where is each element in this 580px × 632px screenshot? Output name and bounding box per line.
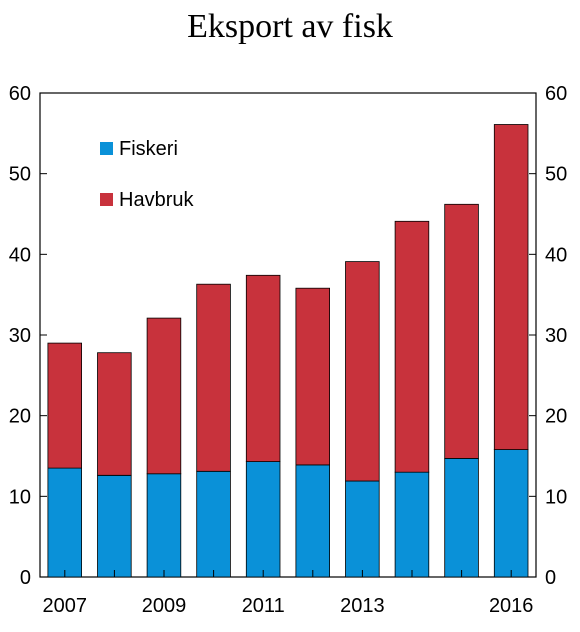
bar-fiskeri-2015	[444, 457, 479, 578]
bar-havbruk-2016	[493, 124, 529, 451]
bar-havbruk-2013	[345, 261, 380, 482]
y-tick-label-left-0: 0	[20, 567, 31, 589]
x-tick-label-2011: 2011	[242, 595, 285, 617]
x-tick-label-2007: 2007	[43, 595, 88, 617]
legend-swatch-havbruk	[100, 193, 113, 206]
x-tick-label-2013: 2013	[340, 595, 385, 617]
y-tick-label-right-20: 20	[545, 406, 567, 428]
bar-havbruk-2009	[146, 317, 182, 475]
bar-fiskeri-2010	[196, 470, 231, 578]
y-tick-label-right-60: 60	[545, 83, 567, 105]
y-tick-label-left-60: 60	[9, 83, 31, 105]
bar-havbruk-2015	[444, 203, 479, 459]
y-tick-label-left-30: 30	[9, 325, 31, 347]
y-tick-label-right-30: 30	[545, 325, 567, 347]
x-tick-label-2016: 2016	[489, 595, 534, 617]
x-tick-label-2009: 2009	[142, 595, 187, 617]
y-tick-label-right-50: 50	[545, 164, 567, 186]
bar-havbruk-2010	[196, 283, 231, 472]
y-tick-label-left-50: 50	[9, 164, 31, 186]
bar-havbruk-2014	[394, 220, 430, 473]
bar-havbruk-2008	[97, 352, 132, 476]
y-tick-label-left-10: 10	[9, 486, 31, 508]
y-tick-label-left-20: 20	[9, 406, 31, 428]
bar-havbruk-2012	[295, 287, 330, 466]
y-tick-label-right-0: 0	[545, 567, 556, 589]
bar-havbruk-2007	[47, 342, 83, 469]
bar-fiskeri-2013	[345, 480, 380, 578]
legend-label-fiskeri: Fiskeri	[119, 138, 178, 160]
bar-havbruk-2011	[245, 274, 281, 462]
bar-fiskeri-2012	[295, 464, 330, 578]
chart-title: Eksport av fisk	[187, 8, 393, 45]
y-tick-label-right-40: 40	[545, 244, 567, 266]
bar-fiskeri-2016	[493, 449, 529, 578]
bar-fiskeri-2007	[47, 467, 83, 578]
bar-fiskeri-2009	[146, 473, 182, 578]
bar-fiskeri-2011	[245, 461, 281, 578]
y-tick-label-right-10: 10	[545, 486, 567, 508]
legend-swatch-fiskeri	[100, 142, 113, 155]
bar-fiskeri-2008	[97, 474, 132, 578]
bar-fiskeri-2014	[394, 471, 430, 578]
y-tick-label-left-40: 40	[9, 244, 31, 266]
legend-label-havbruk: Havbruk	[119, 189, 194, 211]
